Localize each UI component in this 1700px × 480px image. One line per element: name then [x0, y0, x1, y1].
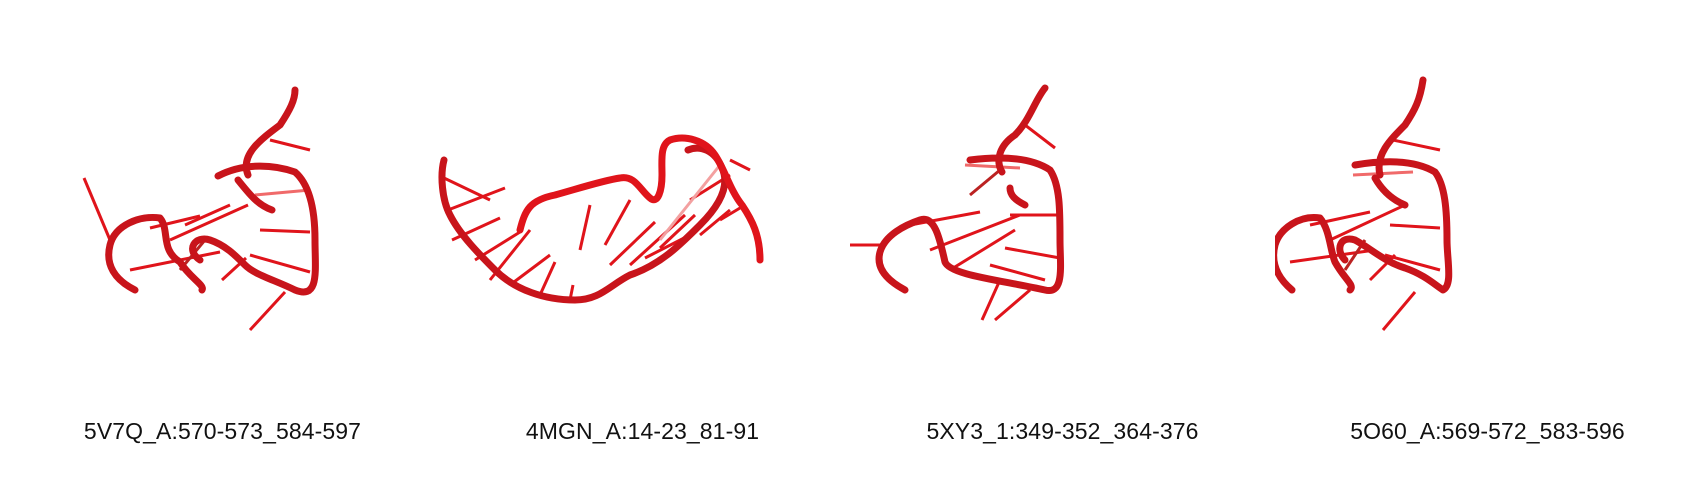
structure-panel-1: 5V7Q_A:570-573_584-597 [10, 0, 435, 480]
rna-structure-4 [1275, 76, 1453, 331]
backbone-3 [875, 84, 1065, 294]
backbone-2b [516, 134, 764, 264]
structure-panel-4: 5O60_A:569-572_583-596 [1275, 0, 1700, 480]
base-sticks [850, 123, 1061, 322]
structure-label: 5O60_A:569-572_583-596 [1350, 418, 1625, 444]
rna-structure-3 [850, 84, 1065, 322]
base-sticks [1275, 138, 1441, 331]
backbone-1 [105, 86, 319, 296]
structure-label: 5XY3_1:349-352_364-376 [926, 418, 1199, 444]
structure-panel-2: 4MGN_A:14-23_81-91 [430, 0, 855, 480]
structure-panel-3: 5XY3_1:349-352_364-376 [850, 0, 1275, 480]
structure-label: 4MGN_A:14-23_81-91 [525, 418, 760, 444]
rna-structure-1 [82, 86, 319, 332]
backbone-4 [1275, 76, 1453, 294]
structure-label: 5V7Q_A:570-573_584-597 [83, 418, 362, 444]
rna-structure-2 [438, 134, 764, 304]
